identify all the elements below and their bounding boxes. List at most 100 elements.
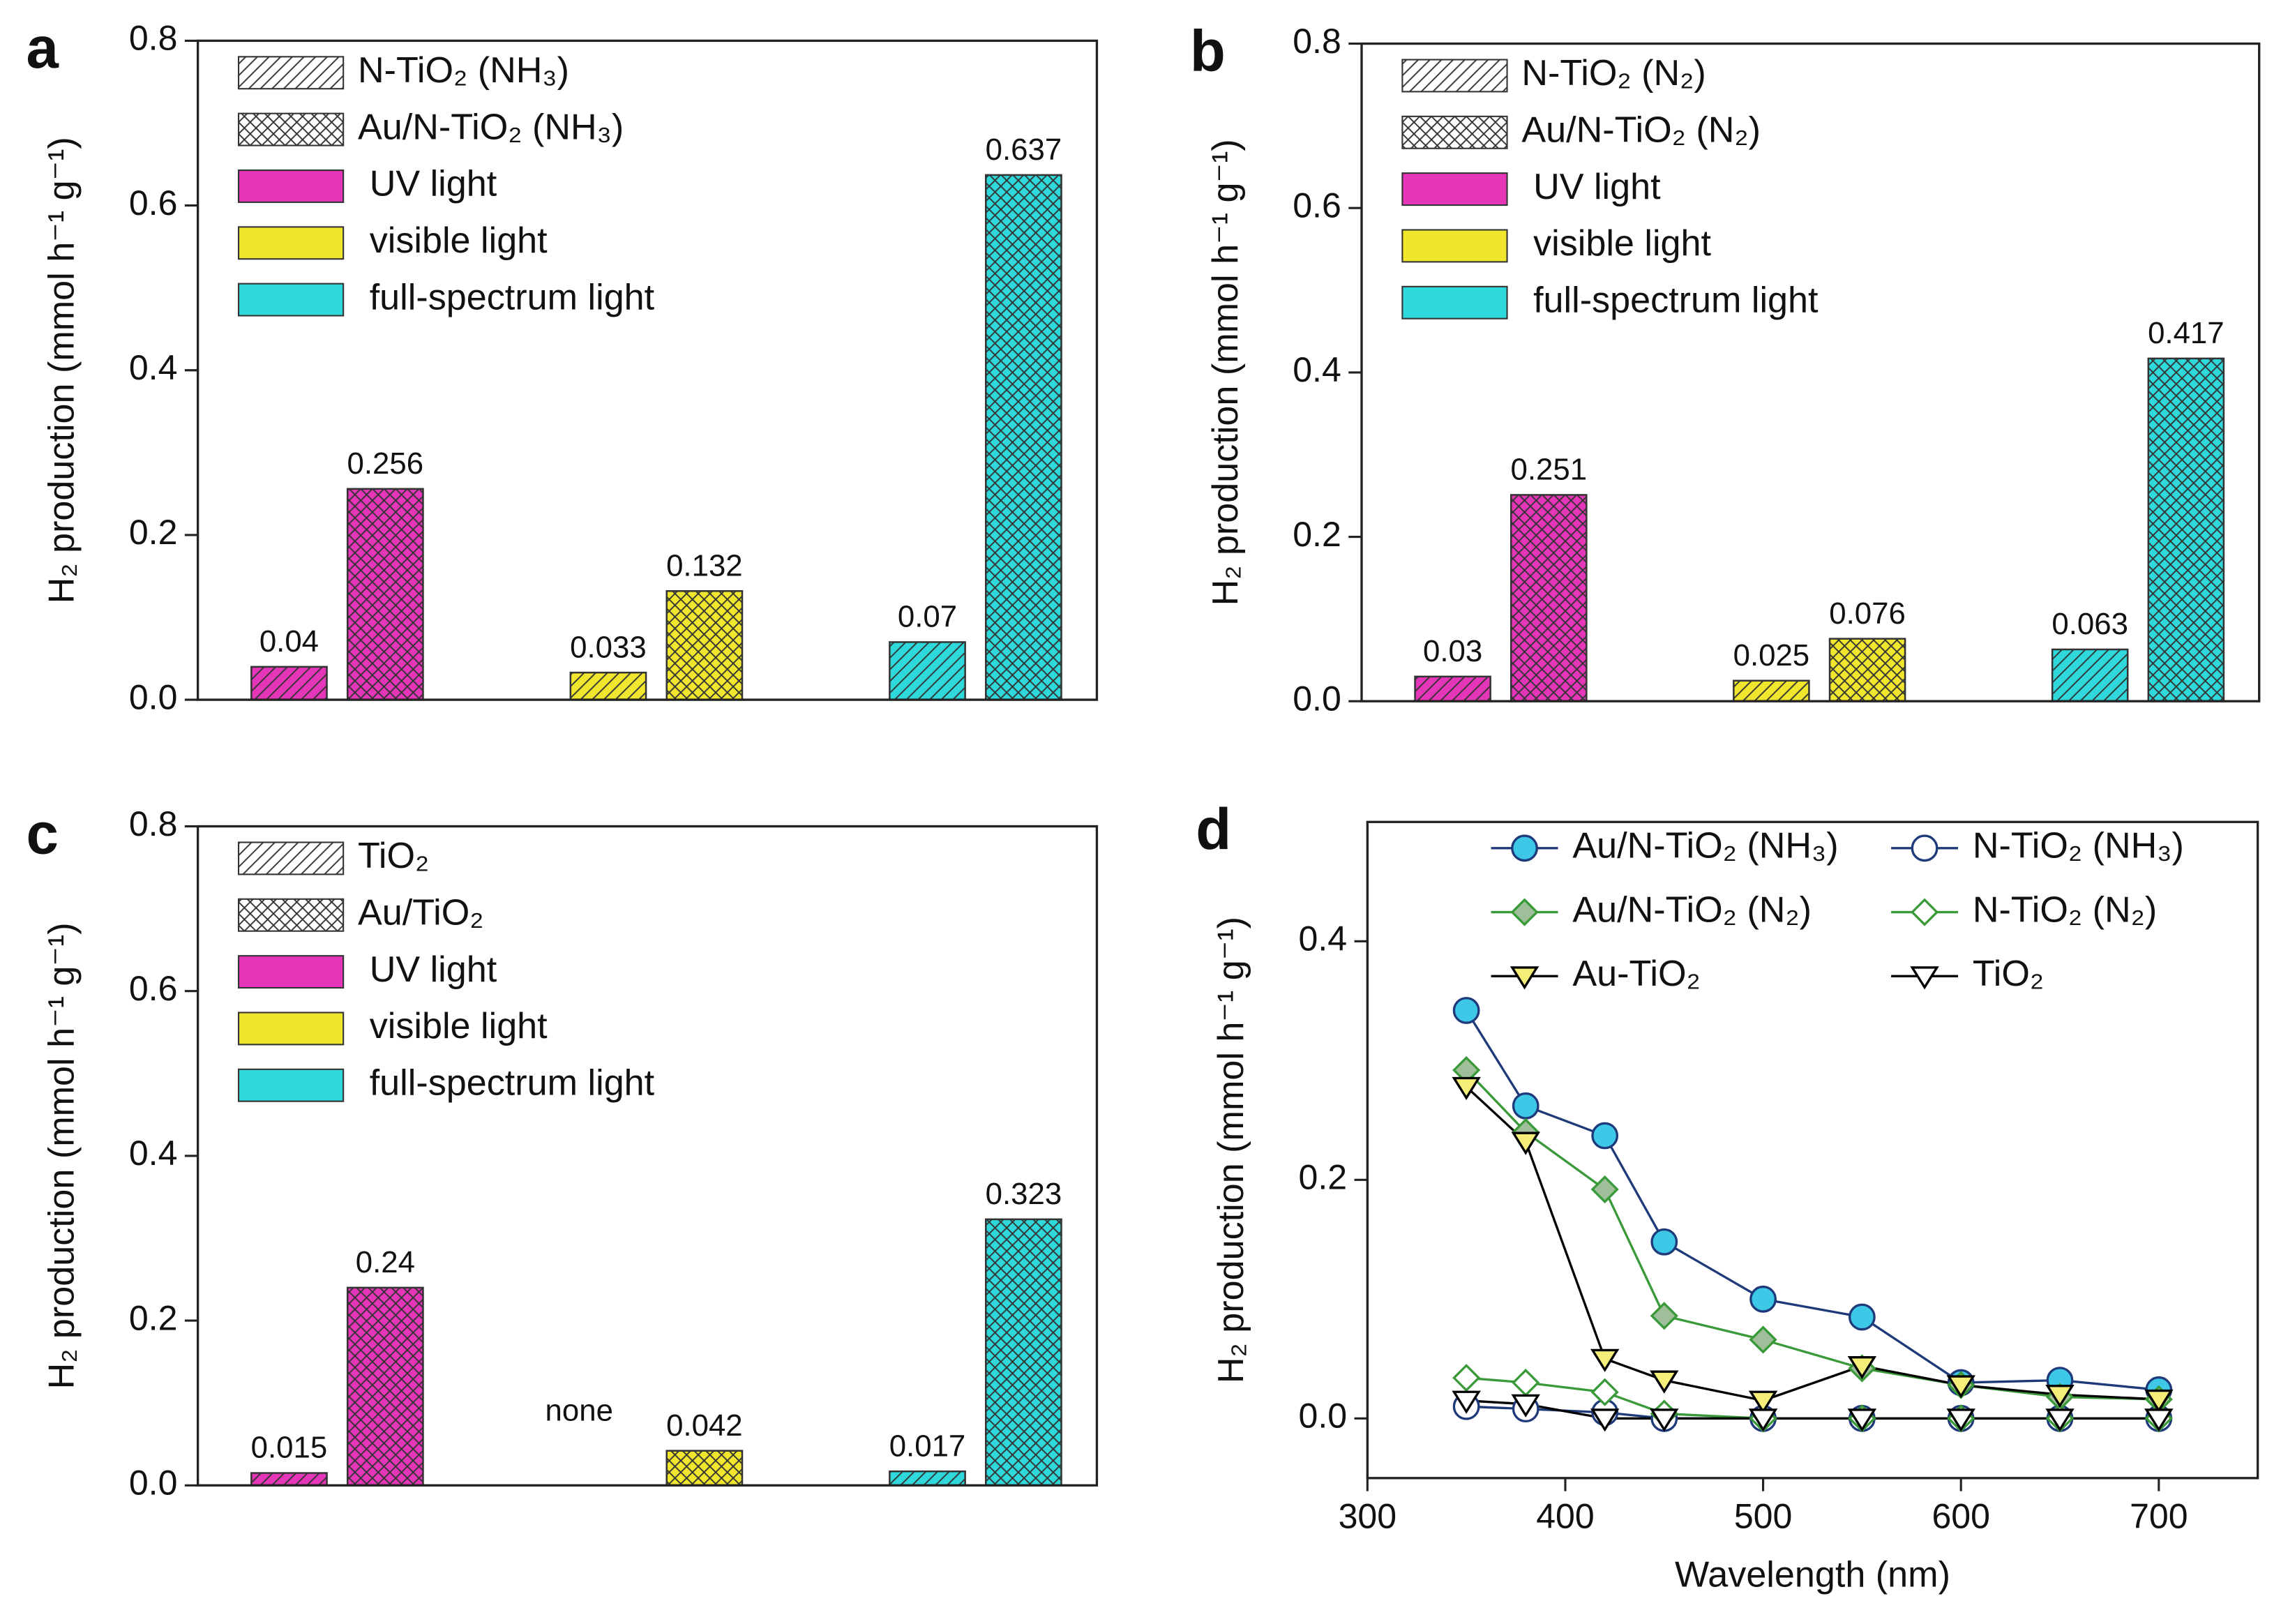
value-label: 0.251 — [1510, 453, 1587, 487]
legend-swatch — [237, 56, 345, 90]
y-axis-title: H₂ production (mmol h⁻¹ g⁻¹) — [42, 137, 82, 603]
marker — [1512, 1092, 1540, 1120]
legend-label: N-TiO₂ (N₂) — [1521, 53, 1706, 93]
y-tick-label: 0.4 — [1293, 350, 1341, 389]
legend-label: Au/N-TiO₂ (NH₃) — [358, 107, 624, 147]
marker — [1511, 1131, 1540, 1155]
marker — [1650, 1302, 1678, 1330]
legend-swatch — [1401, 229, 1508, 263]
marker — [1452, 1390, 1481, 1414]
marker — [2045, 1385, 2075, 1408]
y-tick-label: 0.6 — [129, 183, 178, 223]
y-tick-label: 0.8 — [129, 19, 178, 58]
y-tick-label: 0.6 — [129, 969, 178, 1008]
bar — [2147, 357, 2225, 702]
marker — [1591, 1122, 1619, 1150]
plot-frame — [196, 825, 1099, 1487]
plot-frame — [196, 39, 1099, 701]
marker — [1452, 997, 1480, 1024]
legend-swatch — [237, 955, 345, 989]
legend-swatch — [237, 226, 345, 260]
x-tick-label: 400 — [1536, 1496, 1595, 1535]
legend-label: Au/N-TiO₂ (N₂) — [1521, 110, 1761, 151]
bar — [985, 174, 1062, 701]
marker — [1847, 1356, 1877, 1380]
marker — [1650, 1370, 1679, 1394]
x-tick-label: 700 — [2130, 1496, 2188, 1535]
marker — [1910, 898, 1939, 926]
marker — [2144, 1408, 2174, 1432]
legend-swatch — [1401, 115, 1508, 149]
legend-label: UV light — [370, 949, 497, 990]
marker — [1510, 898, 1539, 926]
marker — [1590, 1175, 1619, 1204]
marker — [1847, 1408, 1877, 1432]
legend-label: UV light — [370, 164, 497, 204]
legend-swatch — [237, 898, 345, 932]
marker — [1910, 966, 1939, 990]
y-tick-label: 0.8 — [1293, 22, 1341, 61]
panel-label: c — [27, 800, 59, 866]
y-tick-label: 0.4 — [129, 348, 178, 387]
x-axis-title: Wavelength (nm) — [1675, 1554, 1950, 1595]
panel-label: b — [1190, 17, 1226, 83]
plot-frame — [1360, 42, 2261, 702]
value-label: 0.04 — [259, 624, 319, 659]
legend-label: visible light — [370, 1006, 548, 1046]
y-tick-label: 0.0 — [129, 677, 178, 716]
legend-label: Au-TiO₂ — [1572, 954, 1700, 994]
legend-label: visible light — [370, 220, 548, 261]
legend-label: Au/TiO₂ — [358, 893, 484, 933]
bar — [1733, 679, 1810, 702]
marker — [1452, 1364, 1481, 1392]
y-tick-label: 0.0 — [1299, 1397, 1348, 1436]
legend-label: N-TiO₂ (N₂) — [1973, 889, 2157, 930]
legend-swatch — [237, 1012, 345, 1046]
y-tick-label: 0.0 — [129, 1463, 178, 1502]
legend-label: N-TiO₂ (NH₃) — [1973, 826, 2184, 866]
bar — [1828, 638, 1906, 702]
legend-label: full-spectrum light — [370, 277, 655, 317]
bar — [1510, 494, 1588, 702]
marker — [1749, 1325, 1777, 1354]
legend-label: UV light — [1533, 167, 1661, 207]
y-tick-label: 0.0 — [1293, 679, 1341, 718]
y-tick-label: 0.4 — [1299, 919, 1348, 958]
y-axis-title: H₂ production (mmol h⁻¹ g⁻¹) — [42, 922, 82, 1389]
bar — [889, 641, 966, 701]
bar — [250, 666, 328, 701]
y-axis-title: H₂ production (mmol h⁻¹ g⁻¹) — [1205, 139, 1246, 606]
legend-swatch — [1401, 59, 1508, 93]
legend-swatch — [237, 112, 345, 146]
marker — [2045, 1408, 2075, 1432]
bar — [1414, 675, 1491, 702]
value-label: 0.015 — [251, 1431, 328, 1465]
panel-label: d — [1196, 796, 1231, 862]
marker — [1911, 834, 1939, 862]
x-tick-label: 300 — [1339, 1496, 1397, 1535]
marker — [1946, 1408, 1975, 1432]
bar — [2051, 648, 2129, 702]
y-tick-label: 0.6 — [1293, 186, 1341, 225]
bar — [346, 488, 424, 701]
marker — [1510, 966, 1540, 990]
marker — [1590, 1348, 1620, 1372]
y-tick-label: 0.2 — [129, 513, 178, 552]
legend-label: Au/N-TiO₂ (N₂) — [1572, 889, 1812, 930]
bar — [985, 1218, 1062, 1487]
value-label: 0.256 — [347, 446, 424, 481]
y-tick-label: 0.2 — [1299, 1158, 1348, 1197]
value-label: 0.417 — [2148, 316, 2224, 350]
value-label: 0.063 — [2052, 607, 2128, 641]
legend-label: visible light — [1533, 223, 1711, 264]
legend-label: TiO₂ — [1973, 954, 2044, 994]
value-label: 0.132 — [666, 548, 743, 582]
marker — [1590, 1408, 1620, 1432]
legend-swatch — [237, 283, 345, 317]
legend-swatch — [237, 1068, 345, 1102]
marker — [1749, 1285, 1777, 1313]
value-label: 0.323 — [986, 1177, 1062, 1211]
value-label: 0.07 — [898, 600, 957, 634]
marker — [1511, 834, 1538, 862]
